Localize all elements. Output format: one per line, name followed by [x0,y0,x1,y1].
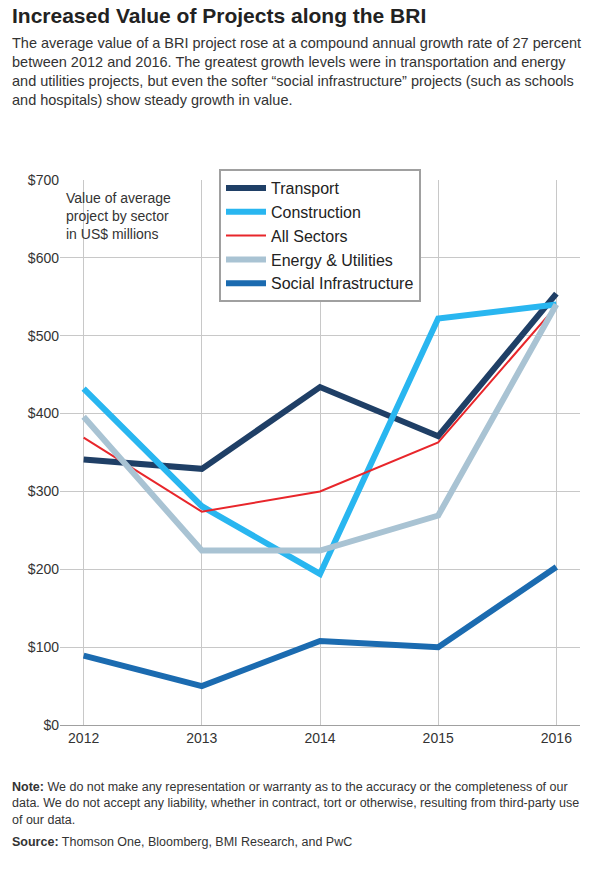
svg-text:Value of averageproject by sec: Value of averageproject by sectorin US$ … [66,190,171,242]
svg-text:$500: $500 [28,328,59,344]
svg-text:Energy & Utilities: Energy & Utilities [271,252,393,269]
svg-text:2016: 2016 [541,730,572,746]
svg-text:2012: 2012 [68,730,99,746]
svg-text:$700: $700 [28,172,59,188]
svg-text:2013: 2013 [186,730,217,746]
svg-text:$300: $300 [28,483,59,499]
svg-text:$600: $600 [28,250,59,266]
html-text:Increased Value of Projects al: Increased Value of Projects along the BR… [12,4,427,27]
svg-text:2015: 2015 [423,730,454,746]
svg-text:$100: $100 [28,639,59,655]
svg-text:Transport: Transport [271,180,339,197]
svg-text:Social Infrastructure: Social Infrastructure [271,275,413,292]
svg-text:$400: $400 [28,405,59,421]
html-text:Source: Thomson One, Bloomberg: Source: Thomson One, Bloomberg, BMI Rese… [12,834,353,849]
svg-text:$0: $0 [43,717,59,733]
svg-text:2014: 2014 [304,730,335,746]
svg-text:$200: $200 [28,561,59,577]
svg-text:All Sectors: All Sectors [271,228,347,245]
html-text:Note: We do not make any repre: Note: We do not make any representation … [12,780,580,827]
svg-text:Construction: Construction [271,204,361,221]
html-text:The average value of a BRI pro: The average value of a BRI project rose … [12,35,582,108]
